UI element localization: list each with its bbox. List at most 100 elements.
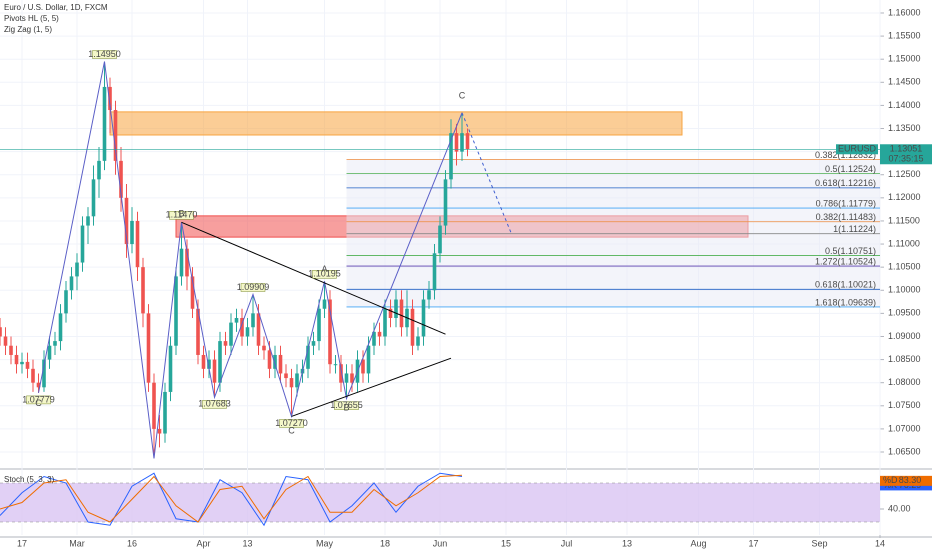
candle-body [53, 341, 57, 346]
candle-body [201, 354, 206, 369]
pivot-label: 1.07683 [198, 399, 231, 409]
candle-body [394, 299, 398, 318]
y-tick-label: 1.11000 [888, 238, 920, 248]
y-tick-label: 1.14500 [888, 77, 921, 87]
y-tick-label: 1.10500 [888, 262, 921, 272]
candle-body [212, 359, 217, 383]
wave-label: C [35, 398, 42, 408]
x-tick-label: 18 [380, 538, 390, 548]
symbol-tag [836, 144, 878, 155]
y-tick-label: 1.08000 [888, 377, 921, 387]
fib-label: 0.618(1.10021) [815, 280, 876, 290]
candle-body [234, 317, 239, 323]
candle-body [449, 133, 453, 180]
candle-body [410, 308, 415, 346]
candle-body [333, 364, 338, 366]
x-tick-label: 13 [622, 538, 632, 548]
candle-body [124, 197, 129, 245]
candle-body [311, 341, 316, 346]
candle-body [75, 262, 79, 277]
candle-body [416, 336, 420, 346]
x-tick-label: 17 [748, 538, 758, 548]
candle-body [251, 313, 255, 328]
candle-body [141, 267, 145, 314]
candle-body [14, 354, 19, 365]
pivot-label-box [334, 401, 359, 410]
y-tick-label: 1.09500 [888, 308, 921, 318]
candle-body [289, 378, 294, 388]
candle-body [443, 179, 448, 226]
x-tick-label: Jul [561, 538, 573, 548]
candle-body [465, 133, 470, 150]
candle-body [399, 299, 404, 328]
fib-label: 0.786(1.11779) [816, 198, 876, 208]
stoch-band [0, 483, 880, 522]
y-tick-label: 1.15500 [888, 30, 921, 40]
candle-body [273, 354, 277, 369]
candle-body [240, 317, 244, 337]
y-tick-label: 1.08500 [888, 354, 921, 364]
candle-body [256, 313, 261, 346]
candle-body [97, 160, 101, 180]
candle-body [58, 313, 63, 342]
candle-body [196, 308, 200, 355]
x-tick-label: Mar [69, 538, 85, 548]
pivot-label: 1.07779 [22, 394, 55, 404]
fib-label: 1(1.11224) [833, 224, 876, 234]
x-tick-label: Sep [811, 538, 827, 548]
y-tick-label: 1.15000 [888, 54, 921, 64]
fib-label: 0.5(1.12524) [825, 164, 876, 174]
wave-label: C [459, 91, 466, 101]
candle-body [108, 86, 112, 111]
x-tick-label: 14 [875, 538, 885, 548]
y-tick-label: 1.06500 [888, 446, 921, 456]
y-tick-label: 1.12000 [888, 192, 921, 202]
pivot-label-box [92, 50, 117, 59]
candle-body [223, 341, 228, 346]
candle-body [64, 290, 68, 314]
pivot-label-box [202, 400, 227, 409]
pivot-label-box [26, 395, 51, 405]
x-tick-label: Apr [196, 538, 210, 548]
candle-body [229, 322, 233, 346]
zigzag-line [38, 61, 463, 459]
wave-label: B [178, 208, 184, 218]
candle-body [135, 220, 140, 268]
candle-body [350, 373, 354, 383]
candle-body [372, 331, 376, 346]
pivot-label-box [279, 419, 304, 428]
candle-body [86, 216, 90, 226]
x-tick-label: Jun [433, 538, 448, 548]
pivot-label-box [169, 211, 194, 220]
candle-body [152, 382, 156, 429]
indicator-legend: Zig Zag (1, 5) [4, 25, 52, 34]
candle-body [427, 290, 431, 300]
candle-body [328, 299, 332, 365]
candle-body [322, 299, 327, 309]
candle-body [421, 299, 426, 337]
pivot-label: 1.07270 [275, 418, 308, 428]
projection-line [461, 112, 512, 235]
wave-label: B [343, 402, 349, 412]
x-tick-label: 16 [127, 538, 137, 548]
candle-body [306, 345, 310, 369]
candle-body [113, 110, 118, 161]
stoch-line [0, 474, 463, 523]
pivot-label: 1.07655 [330, 400, 363, 410]
pivot-label-box [240, 283, 266, 292]
pivot-label: 1.10195 [308, 269, 341, 279]
candle-body [388, 308, 393, 318]
y-tick-label: 1.13500 [888, 123, 921, 133]
candle-body [262, 345, 266, 351]
candle-body [432, 253, 437, 291]
x-tick-label: 15 [501, 538, 511, 548]
candle-body [267, 350, 272, 369]
candle-body [174, 276, 178, 346]
candle-body [245, 327, 250, 337]
fib-label: 0.5(1.10751) [825, 246, 876, 256]
candle-body [284, 373, 288, 379]
candle-body [366, 345, 371, 374]
indicator-legend: Pivots HL (5, 5) [4, 14, 59, 23]
fib-label: 0.382(1.11483) [816, 212, 876, 222]
